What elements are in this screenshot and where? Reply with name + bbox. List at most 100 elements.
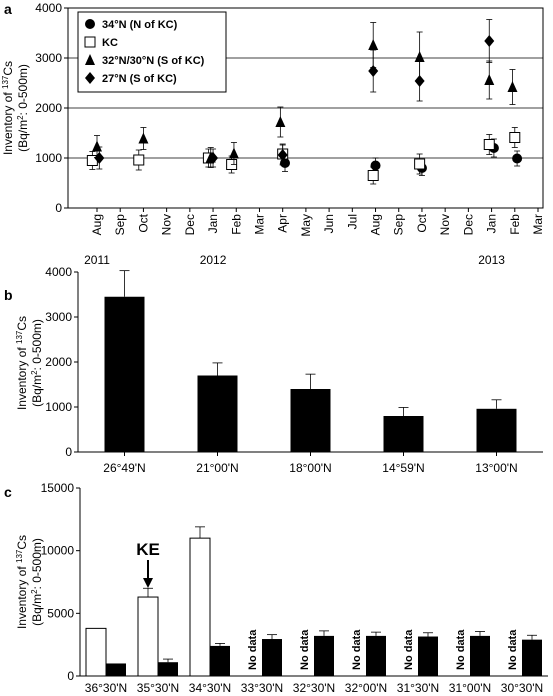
x-tick-label: Sep — [392, 214, 406, 236]
panel-label: c — [4, 484, 12, 500]
x-tick-label: Apr — [276, 214, 290, 233]
bar-filled — [366, 635, 386, 676]
year-label: 2012 — [200, 253, 227, 267]
data-point — [92, 140, 102, 152]
x-tick-label: Nov — [438, 214, 452, 235]
x-tick-label: Oct — [415, 213, 429, 232]
panel-b: b 0 1000 2000 3000 4000 Inventory of 137Cs(Bq/… — [4, 265, 543, 475]
y-tick-label: 0 — [67, 669, 74, 683]
x-tick-label: Aug — [369, 214, 383, 235]
y-tick-label: 4000 — [45, 265, 72, 279]
x-tick-label: Jun — [322, 214, 336, 233]
y-tick-label: 4000 — [35, 1, 62, 15]
y-tick-label: 3000 — [35, 51, 62, 65]
data-point — [370, 160, 381, 171]
bar-open — [137, 596, 159, 677]
data-point — [512, 153, 523, 164]
data-point — [368, 39, 379, 50]
y-tick-label: 1000 — [45, 400, 72, 414]
y-axis-label: Inventory of 137Cs — [15, 316, 30, 410]
x-tick-label: May — [299, 214, 313, 237]
panel-label: b — [4, 287, 13, 303]
bar-filled — [210, 645, 230, 676]
legend-marker — [85, 19, 95, 29]
x-tick-label: Feb — [229, 214, 243, 235]
year-label: 2011 — [84, 253, 110, 267]
x-tick-label: Jul — [345, 214, 359, 229]
bar-filled — [418, 636, 438, 676]
legend: 34°N (N of KC) KC 32°N/30°N (S of KC) 27°N … — [77, 11, 227, 93]
data-point — [138, 132, 149, 144]
x-tick-label: Dec — [461, 214, 475, 235]
no-data-label: No data — [507, 629, 519, 670]
bar-filled — [522, 639, 542, 676]
data-point — [484, 74, 495, 85]
y-tick-label: 1000 — [35, 151, 62, 165]
data-point — [483, 139, 495, 150]
x-tick-label: Mar — [252, 214, 266, 235]
y-tick-label: 10000 — [41, 544, 75, 558]
legend-box — [77, 11, 227, 93]
x-tick-label: 30°30'N — [501, 681, 543, 695]
no-data-label: No data — [351, 629, 363, 670]
panel-label: a — [4, 1, 12, 17]
x-tick-label: Feb — [508, 214, 522, 235]
no-data-label: No data — [299, 629, 311, 670]
x-tick-label: 31°30'N — [397, 681, 439, 695]
bar-filled — [106, 663, 126, 676]
data-point — [133, 154, 145, 166]
x-tick-label: 32°00'N — [345, 681, 387, 695]
x-tick-label: Jan — [485, 214, 499, 233]
y-tick-label: 0 — [55, 201, 62, 215]
x-tick-label: Dec — [183, 214, 197, 235]
x-tick-label: 21°00'N — [196, 461, 238, 475]
bar — [476, 408, 517, 452]
bar — [383, 416, 424, 452]
year-label: 2013 — [478, 253, 505, 267]
bar-open — [85, 627, 107, 677]
x-tick-label: Oct — [136, 213, 150, 232]
no-data-label: No data — [455, 629, 467, 670]
legend-entry: 34°N (N of KC) — [102, 19, 178, 31]
y-tick-label: 3000 — [45, 310, 72, 324]
annotation-label: KE — [136, 540, 160, 559]
bar — [290, 389, 331, 452]
x-tick-label: 32°30'N — [293, 681, 335, 695]
bar — [104, 296, 145, 452]
y-axis-label-line2: (Bq/m2: 0-500m) — [30, 319, 45, 407]
data-point — [277, 149, 288, 161]
data-point — [228, 147, 239, 159]
y-tick-label: 0 — [65, 445, 72, 459]
x-tick-label: 14°59'N — [382, 461, 424, 475]
panel-c: c 0 5000 10000 15000 Inventory of 137Cs(Bq/m2… — [4, 481, 548, 695]
legend-marker — [85, 54, 95, 65]
x-tick-label: 31°00'N — [449, 681, 491, 695]
legend-entry: 32°N/30°N (S of KC) — [102, 55, 205, 67]
data-point — [414, 51, 425, 62]
x-tick-label: 18°00'N — [289, 461, 331, 475]
annotation-arrow-head — [143, 578, 153, 588]
bar-open — [189, 537, 211, 677]
data-point — [368, 65, 379, 77]
no-data-label: No data — [403, 629, 415, 670]
panel-a: a 0 1000 2000 3000 4000 Inventory of 137Cs(Bq/… — [1, 1, 546, 267]
x-tick-label: Aug — [90, 214, 104, 235]
legend-marker — [84, 36, 96, 48]
data-point — [367, 170, 379, 181]
data-point — [507, 81, 518, 92]
y-axis-label: Inventory of 137Cs — [15, 535, 30, 629]
no-data-label: No data — [247, 629, 259, 670]
data-point — [275, 116, 286, 127]
y-tick-label: 15000 — [41, 481, 75, 495]
data-point — [94, 152, 105, 164]
y-tick-label: 5000 — [47, 606, 74, 620]
y-axis-label-line2: (Bq/m2: 0-500m) — [16, 64, 31, 152]
legend-entry: KC — [102, 37, 118, 49]
data-point — [208, 152, 219, 164]
legend-entry: 27°N (S of KC) — [102, 73, 177, 85]
bar-filled — [314, 635, 334, 676]
bar-filled — [158, 662, 178, 676]
data-point — [484, 35, 495, 47]
data-point — [509, 132, 521, 143]
